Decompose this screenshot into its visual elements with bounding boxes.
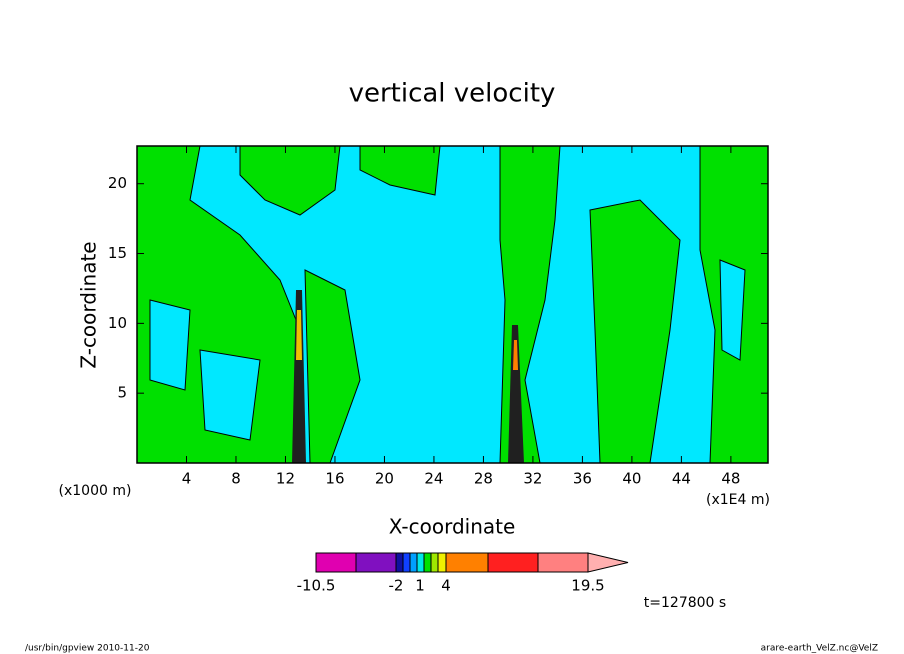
colorbar-arrow bbox=[587, 552, 629, 573]
x-tick-label: 40 bbox=[622, 470, 641, 488]
field-holes bbox=[149, 259, 746, 441]
time-label: t=127800 s bbox=[644, 595, 726, 611]
x-tick-label: 48 bbox=[721, 470, 740, 488]
colorbar-segment bbox=[437, 552, 447, 573]
footer-right: arare-earth_VelZ.nc@VelZ bbox=[761, 644, 878, 654]
colorbar-segment bbox=[537, 552, 589, 573]
colorbar-segment bbox=[395, 552, 404, 573]
colorbar-segment bbox=[423, 552, 432, 573]
field-regions bbox=[136, 145, 769, 464]
x-tick-label: 16 bbox=[325, 470, 344, 488]
x-tick-label: 4 bbox=[182, 470, 192, 488]
x-tick-label: 28 bbox=[474, 470, 493, 488]
x-tick-label: 20 bbox=[375, 470, 394, 488]
colorbar-segment bbox=[445, 552, 489, 573]
colorbar-tick-label: 1 bbox=[415, 577, 425, 595]
y-tick-label: 10 bbox=[108, 314, 127, 332]
chart-title: vertical velocity bbox=[349, 79, 556, 109]
colorbar-segment bbox=[416, 552, 425, 573]
x-tick-label: 36 bbox=[573, 470, 592, 488]
x-axis-label: X-coordinate bbox=[389, 515, 516, 539]
x-tick-label: 44 bbox=[672, 470, 691, 488]
x-unit-right: (x1E4 m) bbox=[706, 492, 770, 508]
colorbar-segment bbox=[315, 552, 357, 573]
colorbar-segment bbox=[355, 552, 397, 573]
y-tick-label: 15 bbox=[108, 244, 127, 262]
colorbar-tick-label: 4 bbox=[441, 577, 451, 595]
y-tick-label: 5 bbox=[117, 384, 127, 402]
footer-left: /usr/bin/gpview 2010-11-20 bbox=[25, 644, 150, 654]
x-tick-label: 8 bbox=[231, 470, 241, 488]
plot-frame bbox=[136, 145, 769, 464]
colorbar-segment bbox=[402, 552, 411, 573]
colorbar-tick-label: 19.5 bbox=[571, 577, 604, 595]
colorbar-segment bbox=[409, 552, 418, 573]
x-tick-label: 24 bbox=[424, 470, 443, 488]
colorbar-tick-label: -2 bbox=[389, 577, 404, 595]
updraft-cores bbox=[292, 290, 524, 463]
x-tick-label: 32 bbox=[523, 470, 542, 488]
colorbar-tick-label: -10.5 bbox=[297, 577, 336, 595]
x-unit-left: (x1000 m) bbox=[59, 483, 132, 499]
y-tick-label: 20 bbox=[108, 174, 127, 192]
colorbar-segment bbox=[487, 552, 539, 573]
x-tick-label: 12 bbox=[276, 470, 295, 488]
y-axis-label: Z-coordinate bbox=[77, 241, 101, 368]
colorbar-segment bbox=[430, 552, 439, 573]
contour-field bbox=[136, 145, 769, 464]
